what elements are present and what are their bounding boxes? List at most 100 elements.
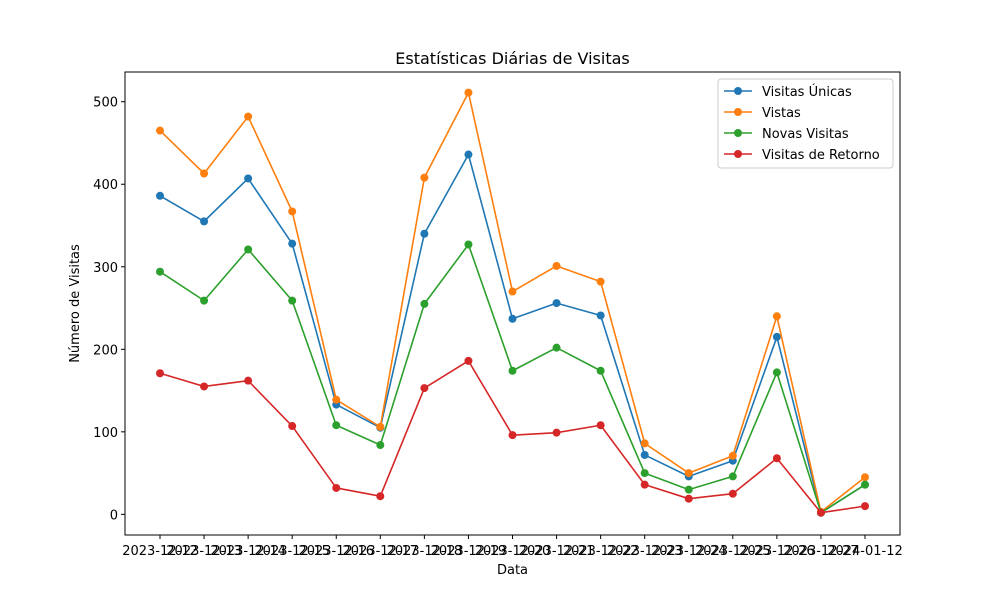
- y-axis-label: Número de Visitas: [68, 244, 83, 363]
- x-tick-label: 2023-12-21: [519, 544, 595, 559]
- data-point: [508, 431, 517, 440]
- data-point: [728, 472, 737, 481]
- legend-marker: [734, 108, 742, 116]
- x-tick-label: 2023-12-14: [210, 544, 286, 559]
- series-4: [156, 356, 869, 517]
- series-2: [156, 88, 869, 516]
- data-point: [772, 368, 781, 377]
- data-point: [728, 451, 737, 460]
- x-tick-label: 2023-12-18: [387, 544, 463, 559]
- x-tick-label: 2023-12-25: [695, 544, 771, 559]
- data-point: [640, 439, 649, 448]
- data-point: [156, 267, 164, 276]
- data-point: [244, 112, 253, 121]
- series-3: [156, 240, 869, 517]
- data-point: [244, 376, 253, 385]
- data-point: [332, 483, 341, 492]
- chart-title: Estatísticas Diárias de Visitas: [395, 49, 629, 68]
- data-point: [684, 469, 693, 478]
- data-point: [508, 366, 517, 375]
- x-tick-label: 2023-12-12: [122, 544, 198, 559]
- data-point: [464, 356, 473, 365]
- legend-label: Novas Visitas: [762, 127, 849, 142]
- x-tick-label: 2023-12-20: [475, 544, 551, 559]
- x-tick-label: 2023-12-23: [607, 544, 683, 559]
- data-point: [640, 450, 649, 459]
- x-tick-label: 2024-01-12: [827, 544, 903, 559]
- data-point: [552, 299, 561, 308]
- data-point: [772, 454, 781, 463]
- data-point: [200, 296, 209, 305]
- data-point: [816, 508, 825, 517]
- data-point: [552, 261, 561, 270]
- legend-label: Visitas Únicas: [762, 84, 852, 100]
- data-point: [420, 299, 429, 308]
- data-point: [861, 473, 869, 482]
- legend: Visitas Únicas Vistas Novas Visitas Visitas…: [717, 78, 894, 169]
- data-point: [244, 174, 253, 183]
- y-tick-label: 400: [93, 178, 118, 193]
- y-tick-label: 0: [110, 508, 118, 523]
- data-point: [420, 384, 429, 393]
- data-point: [200, 382, 209, 391]
- x-tick-label: 2023-12-19: [431, 544, 507, 559]
- data-point: [596, 277, 605, 286]
- axis-ticks: 01002003004005002023-12-122023-12-132023…: [93, 96, 903, 559]
- data-point: [288, 296, 297, 305]
- legend-marker: [734, 87, 742, 95]
- legend-label: Vistas: [762, 106, 801, 121]
- data-point: [376, 422, 385, 431]
- data-point: [156, 126, 164, 135]
- data-point: [200, 169, 209, 178]
- x-axis-label: Data: [497, 563, 528, 578]
- data-point: [288, 422, 297, 431]
- legend-entry: Novas Visitas: [724, 127, 849, 142]
- y-tick-label: 100: [93, 426, 118, 441]
- x-tick-label: 2023-12-17: [343, 544, 419, 559]
- data-point: [376, 441, 385, 450]
- data-point: [464, 240, 473, 249]
- plot-area: [156, 88, 869, 517]
- data-point: [244, 245, 253, 254]
- data-point: [464, 150, 473, 159]
- data-point: [684, 494, 693, 503]
- legend-box: [717, 78, 894, 169]
- legend-entry: Visitas de Retorno: [724, 148, 880, 163]
- data-point: [332, 421, 341, 430]
- data-point: [156, 191, 164, 200]
- data-point: [288, 239, 297, 248]
- legend-entry: Visitas Únicas: [724, 84, 852, 100]
- data-point: [596, 366, 605, 375]
- y-tick-label: 500: [93, 96, 118, 111]
- data-point: [332, 395, 341, 404]
- data-point: [420, 229, 429, 238]
- legend-label: Visitas de Retorno: [762, 148, 880, 163]
- data-point: [200, 217, 209, 226]
- data-point: [861, 480, 869, 489]
- y-tick-label: 300: [93, 261, 118, 276]
- data-point: [772, 312, 781, 321]
- legend-marker: [734, 129, 742, 137]
- data-point: [552, 428, 561, 437]
- data-point: [640, 469, 649, 478]
- x-tick-label: 2023-12-13: [166, 544, 242, 559]
- data-point: [288, 207, 297, 216]
- data-point: [420, 173, 429, 182]
- x-tick-label: 2023-12-16: [298, 544, 374, 559]
- data-point: [508, 287, 517, 296]
- x-tick-label: 2023-12-22: [563, 544, 639, 559]
- legend-entry: Vistas: [724, 106, 801, 121]
- data-point: [156, 369, 164, 378]
- data-point: [772, 332, 781, 341]
- legend-marker: [734, 150, 742, 158]
- y-tick-label: 200: [93, 343, 118, 358]
- x-tick-label: 2023-12-15: [254, 544, 330, 559]
- data-point: [552, 343, 561, 352]
- data-point: [684, 485, 693, 494]
- data-point: [728, 489, 737, 498]
- data-point: [508, 314, 517, 323]
- data-point: [861, 502, 869, 511]
- data-point: [596, 421, 605, 430]
- data-point: [640, 480, 649, 489]
